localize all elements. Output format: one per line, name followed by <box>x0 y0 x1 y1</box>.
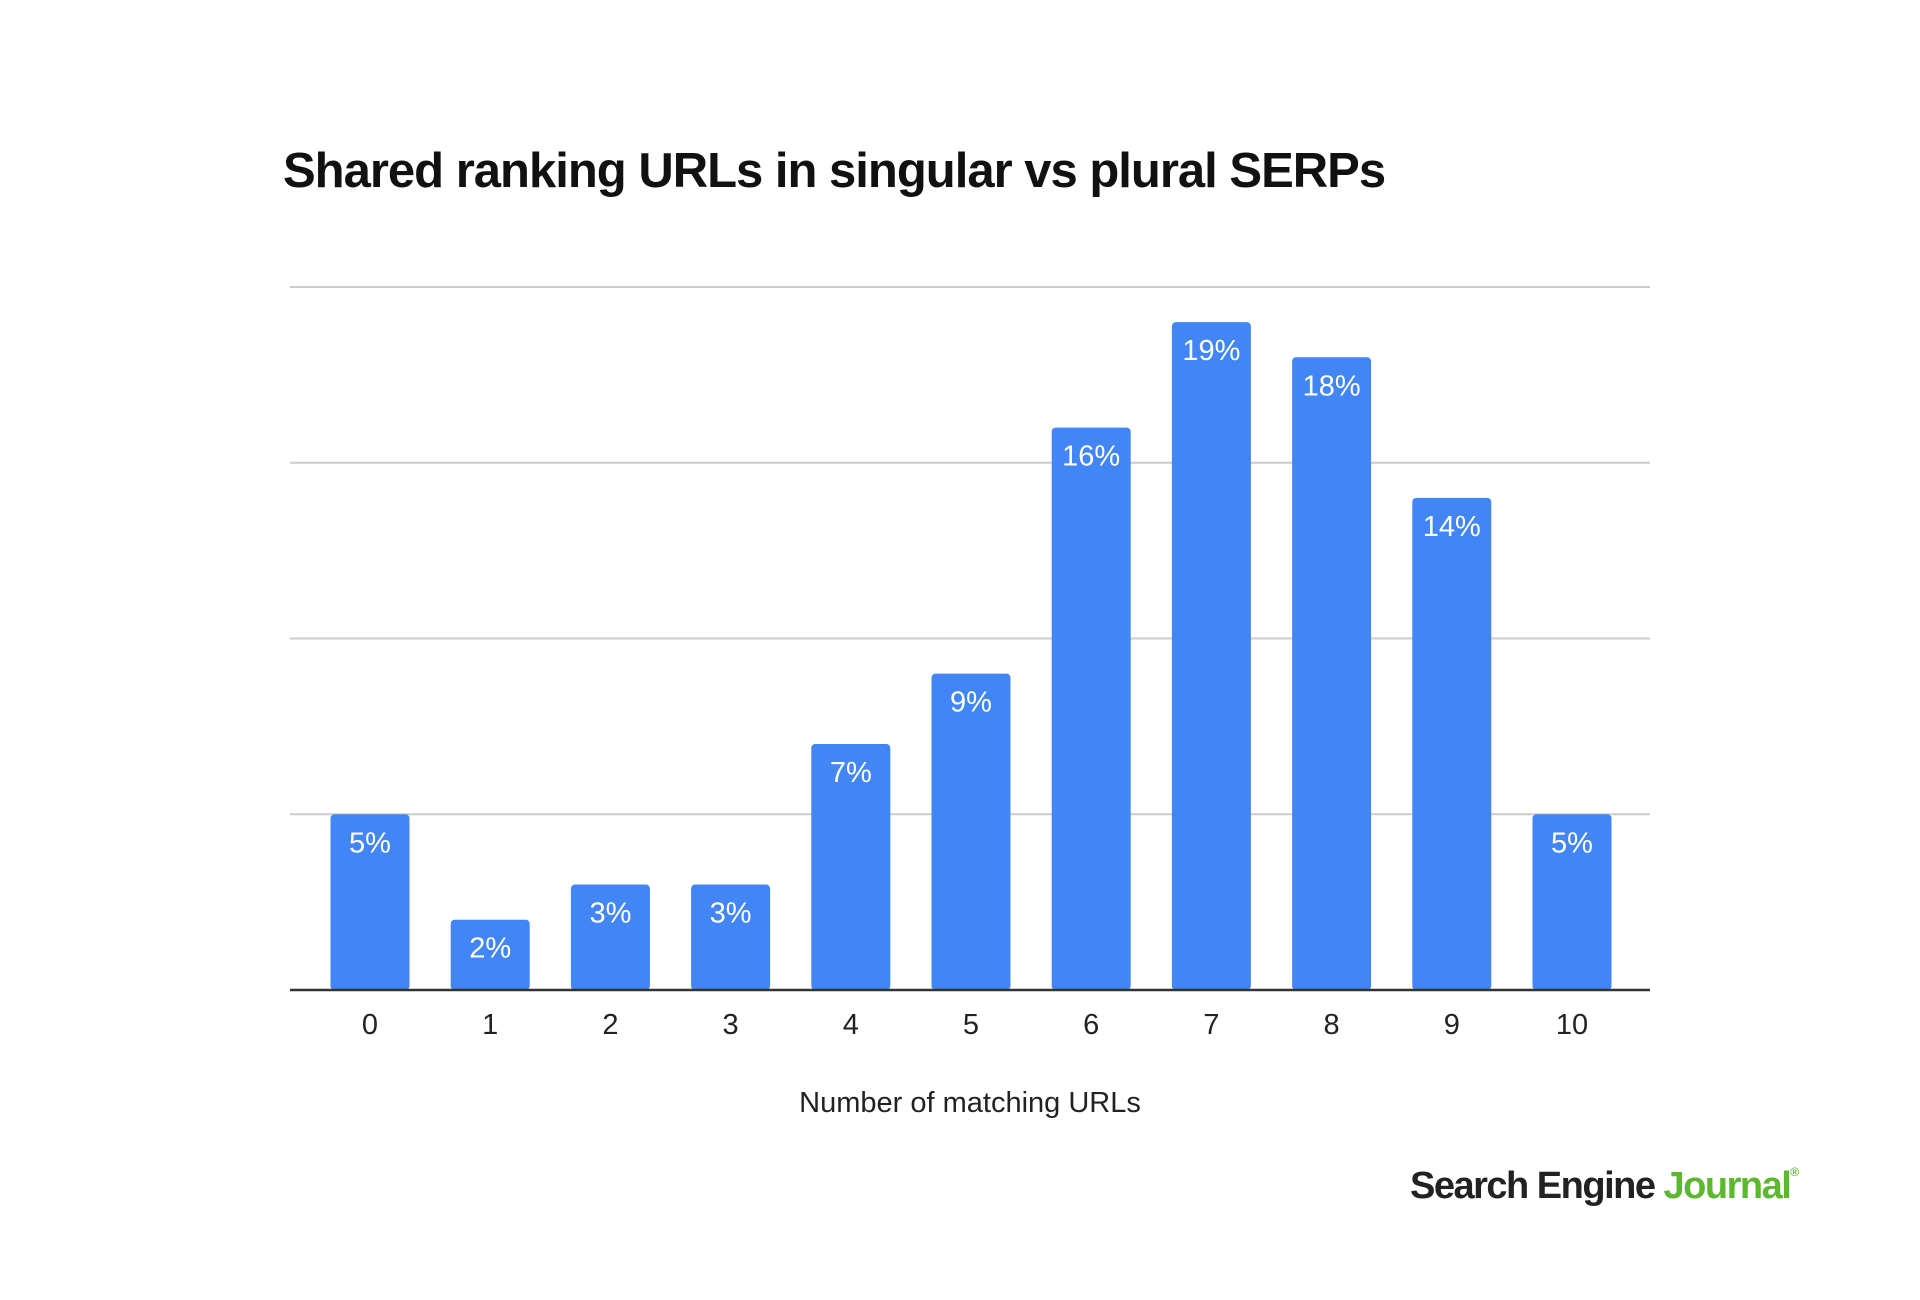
bar-8 <box>1292 357 1372 990</box>
bar-value-label: 5% <box>349 827 391 859</box>
bar-value-label: 2% <box>469 933 511 965</box>
bar-6 <box>1051 427 1131 991</box>
bar-value-label: 16% <box>1062 441 1120 473</box>
x-tick-label: 7 <box>1203 1009 1219 1041</box>
bar-value-label: 3% <box>589 898 631 930</box>
chart-title: Shared ranking URLs in singular vs plura… <box>283 144 1386 198</box>
x-tick-label: 2 <box>602 1009 618 1041</box>
bar-0 <box>330 814 410 990</box>
bar-1 <box>450 919 530 990</box>
bar-7 <box>1171 322 1251 990</box>
bar-value-label: 14% <box>1423 511 1481 543</box>
x-tick-label: 1 <box>482 1009 498 1041</box>
bar-3 <box>691 884 771 990</box>
search-engine-journal-logo: Search Engine Journal® <box>1410 1165 1799 1208</box>
logo-text-search-engine: Search Engine <box>1410 1165 1664 1207</box>
bar-value-label: 5% <box>1551 827 1593 859</box>
x-tick-label: 8 <box>1324 1009 1340 1041</box>
registered-mark: ® <box>1790 1165 1800 1179</box>
x-tick-label: 5 <box>963 1009 979 1041</box>
bar-value-label: 9% <box>950 687 992 719</box>
bars <box>330 322 1612 991</box>
bar-value-label: 7% <box>830 757 872 789</box>
bar-5 <box>931 673 1011 990</box>
bar-value-label: 19% <box>1182 335 1240 367</box>
bar-value-labels: 5% 2% 3% 3% 7% 9% 16% 19% 18% 14% 5% <box>349 335 1593 965</box>
bar-value-label: 18% <box>1303 370 1361 402</box>
x-axis-tick-labels: 0 1 2 3 4 5 6 7 8 9 10 <box>362 1009 1588 1041</box>
x-tick-label: 3 <box>723 1009 739 1041</box>
x-tick-label: 10 <box>1556 1009 1588 1041</box>
x-tick-label: 4 <box>843 1009 859 1041</box>
bar-10 <box>1532 814 1612 990</box>
x-tick-label: 6 <box>1083 1009 1099 1041</box>
bar-9 <box>1412 497 1492 990</box>
bar-value-label: 3% <box>710 898 752 930</box>
x-axis-title: Number of matching URLs <box>799 1087 1141 1119</box>
bar-2 <box>570 884 650 990</box>
logo-text-journal: Journal <box>1663 1165 1792 1207</box>
x-tick-label: 0 <box>362 1009 378 1041</box>
bar-4 <box>811 743 891 990</box>
x-tick-label: 9 <box>1444 1009 1460 1041</box>
